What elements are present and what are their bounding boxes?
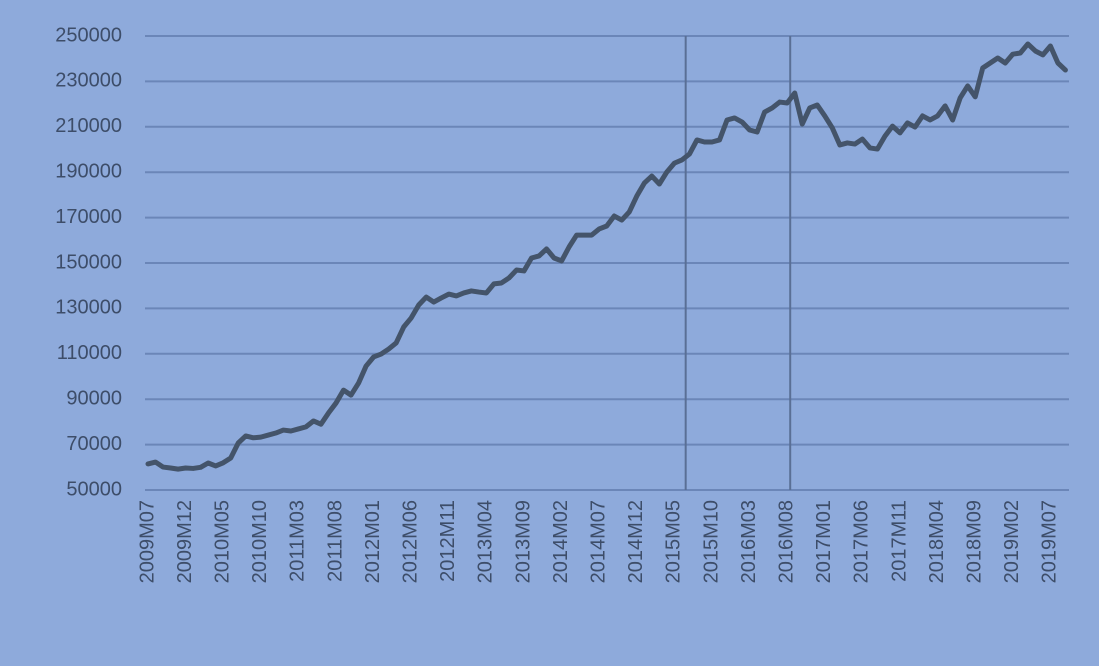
x-tick-label: 2017M06 bbox=[851, 500, 873, 583]
y-tick-label: 210000 bbox=[55, 115, 122, 137]
data-line bbox=[145, 41, 1068, 472]
y-tick-label: 50000 bbox=[66, 478, 122, 500]
y-tick-label: 190000 bbox=[55, 160, 122, 182]
x-tick-label: 2019M07 bbox=[1039, 500, 1061, 583]
x-tick-label: 2010M10 bbox=[249, 500, 271, 583]
x-tick-label: 2018M09 bbox=[963, 500, 985, 583]
y-tick-label: 90000 bbox=[66, 387, 122, 409]
y-tick-label: 110000 bbox=[57, 342, 122, 364]
x-tick-label: 2009M12 bbox=[174, 500, 196, 583]
x-tick-label: 2015M10 bbox=[700, 500, 722, 583]
x-tick-label: 2018M04 bbox=[926, 500, 948, 583]
x-tick-label: 2015M05 bbox=[663, 500, 685, 583]
x-tick-label: 2011M03 bbox=[287, 500, 309, 582]
x-tick-label: 2010M05 bbox=[211, 500, 233, 583]
x-tick-label: 2014M07 bbox=[587, 500, 609, 583]
x-tick-label: 2012M06 bbox=[399, 500, 421, 583]
x-tick-label: 2016M03 bbox=[738, 500, 760, 583]
x-tick-label: 2014M12 bbox=[625, 500, 647, 583]
x-tick-label: 2017M11 bbox=[888, 500, 910, 582]
x-tick-label: 2012M01 bbox=[362, 500, 384, 583]
y-tick-label: 150000 bbox=[55, 251, 122, 273]
x-tick-label: 2017M01 bbox=[813, 500, 835, 583]
y-tick-label: 130000 bbox=[55, 297, 122, 319]
x-tick-label: 2019M02 bbox=[1001, 500, 1023, 583]
x-tick-label: 2011M08 bbox=[324, 500, 346, 582]
x-tick-label: 2012M11 bbox=[437, 500, 459, 582]
x-tick-label: 2014M02 bbox=[550, 500, 572, 583]
x-tick-label: 2013M09 bbox=[512, 500, 534, 583]
x-tick-label: 2009M07 bbox=[136, 500, 158, 583]
x-tick-label: 2016M08 bbox=[775, 500, 797, 583]
y-tick-label: 170000 bbox=[55, 206, 122, 228]
y-tick-label: 250000 bbox=[55, 24, 122, 46]
y-tick-label: 230000 bbox=[55, 70, 122, 92]
x-tick-label: 2013M04 bbox=[475, 500, 497, 583]
y-tick-label: 70000 bbox=[66, 433, 122, 455]
